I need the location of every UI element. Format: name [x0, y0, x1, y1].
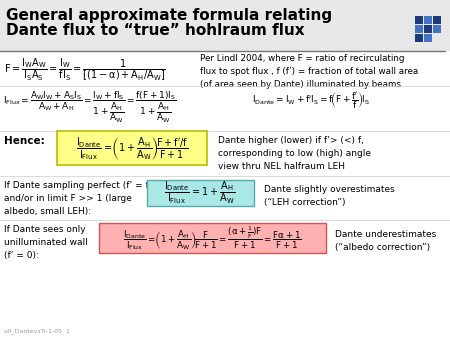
Text: oll_DantevsTr-1-05  1: oll_DantevsTr-1-05 1	[4, 328, 70, 334]
Text: Dante higher (lower) if f’> (<) f,
corresponding to low (high) angle
view thru N: Dante higher (lower) if f’> (<) f, corre…	[218, 136, 371, 171]
Bar	[415, 16, 423, 24]
Text: General approximate formula relating: General approximate formula relating	[6, 8, 332, 23]
Text: If Dante sees only
unilluminated wall
(f’ = 0):: If Dante sees only unilluminated wall (f…	[4, 225, 88, 260]
Text: If Dante sampling perfect (f’ = f)
and/or in limit F >> 1 (large
albedo, small L: If Dante sampling perfect (f’ = f) and/o…	[4, 181, 152, 216]
Text: Per Lindl 2004, where F = ratio of recirculating
flux to spot flux , f (f’) = fr: Per Lindl 2004, where F = ratio of recir…	[200, 54, 418, 89]
Text: $\mathrm{F=\dfrac{I_W A_W}{I_S A_S}=\dfrac{I_W}{fI_S}=\dfrac{1}{[(1-\alpha)+A_H/: $\mathrm{F=\dfrac{I_W A_W}{I_S A_S}=\dfr…	[4, 56, 166, 83]
Bar	[433, 16, 441, 24]
Text: Dante flux to “true” hohlraum flux: Dante flux to “true” hohlraum flux	[6, 23, 305, 38]
Text: Dante slightly overestimates
(“LEH correction”): Dante slightly overestimates (“LEH corre…	[264, 185, 395, 207]
Bar	[415, 34, 423, 42]
Text: $\mathrm{\dfrac{I_{Dante}}{I_{Flux}}=\!\left(1+\dfrac{A_H}{A_W}\right)\!\dfrac{F: $\mathrm{\dfrac{I_{Dante}}{I_{Flux}}=\!\…	[122, 224, 302, 252]
FancyBboxPatch shape	[99, 223, 326, 253]
Text: Dante underestimates
(“albedo correction”): Dante underestimates (“albedo correction…	[335, 230, 436, 252]
Text: $\mathrm{I_{Flux}=\dfrac{A_W I_W+A_S I_S}{A_W+A_H}=\dfrac{I_W+fI_S}{1+\dfrac{A_H: $\mathrm{I_{Flux}=\dfrac{A_W I_W+A_S I_S…	[3, 90, 177, 125]
Bar	[415, 25, 423, 33]
FancyBboxPatch shape	[57, 131, 207, 165]
Text: $\mathrm{\dfrac{I_{Dante}}{I_{Flux}}=1+\dfrac{A_H}{A_W}}$: $\mathrm{\dfrac{I_{Dante}}{I_{Flux}}=1+\…	[164, 180, 235, 206]
Text: $\mathrm{I_{Dante}=I_W+f^{\prime}I_S=f\!\left(F+\dfrac{f^{\prime}}{f}\right)\!I_: $\mathrm{I_{Dante}=I_W+f^{\prime}I_S=f\!…	[252, 90, 370, 111]
Bar	[424, 25, 432, 33]
FancyBboxPatch shape	[147, 180, 254, 206]
Bar	[424, 16, 432, 24]
Text: Hence:: Hence:	[4, 136, 45, 146]
Text: $\mathrm{\dfrac{I_{Dante}}{I_{Flux}}=\!\left(1+\dfrac{A_H}{A_W}\right)\!\dfrac{F: $\mathrm{\dfrac{I_{Dante}}{I_{Flux}}=\!\…	[76, 135, 188, 162]
Bar	[424, 34, 432, 42]
Bar	[433, 25, 441, 33]
Bar	[0, 0, 450, 51]
